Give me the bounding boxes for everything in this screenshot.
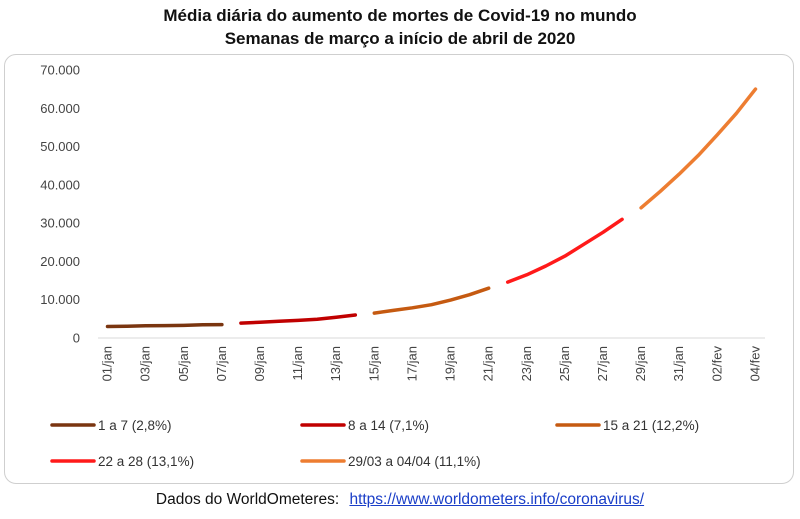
legend-label: 8 a 14 (7,1%) [348,418,429,433]
series-line-5 [639,87,758,210]
legend-label: 29/03 a 04/04 (11,1%) [348,454,481,469]
y-axis: 0 10.000 20.000 30.000 40.000 50.000 60.000 70.… [40,63,80,346]
series-line-3 [372,286,491,315]
x-tick-label: 02/fev [709,346,724,382]
series-group [105,87,758,329]
x-tick-label: 01/jan [100,346,115,381]
y-tick-label: 30.000 [40,216,80,231]
x-tick-label: 25/jan [557,346,572,381]
x-tick-label: 29/jan [633,346,648,381]
legend-label: 1 a 7 (2,8%) [98,418,172,433]
y-tick-label: 0 [73,331,80,346]
y-tick-label: 70.000 [40,63,80,78]
x-tick-label: 13/jan [328,346,343,381]
series-line-2 [239,313,358,325]
source-note: Dados do WorldOmeteres: https://www.worl… [0,491,800,509]
chart-title: Média diária do aumento de mortes de Cov… [163,6,637,25]
x-tick-label: 27/jan [595,346,610,381]
x-tick-label: 05/jan [176,346,191,381]
legend-label: 22 a 28 (13,1%) [98,454,194,469]
x-tick-label: 23/jan [519,346,534,381]
x-tick-label: 17/jan [404,346,419,381]
x-tick-label: 19/jan [443,346,458,381]
source-label: Dados do WorldOmeteres: [155,491,340,508]
y-tick-label: 50.000 [40,139,80,154]
x-tick-label: 07/jan [214,346,229,381]
chart-subtitle: Semanas de março a início de abril de 20… [224,29,576,48]
x-tick-label: 31/jan [671,346,686,381]
y-tick-label: 40.000 [40,177,80,192]
x-tick-label: 04/fev [747,346,762,382]
x-tick-label: 21/jan [481,346,496,381]
source-link[interactable]: https://www.worldometers.info/coronaviru… [349,491,645,508]
x-tick-label: 09/jan [252,346,267,381]
legend: 1 a 7 (2,8%) 8 a 14 (7,1%) 15 a 21 (12,2%)… [50,418,699,469]
y-tick-label: 20.000 [40,254,80,269]
series-line-1 [105,322,224,329]
x-tick-label: 15/jan [366,346,381,381]
series-line-4 [505,217,624,284]
y-tick-label: 60.000 [40,101,80,116]
x-axis: 01/jan 03/jan 05/jan 07/jan 09/jan 11/jan 13/j… [100,346,763,382]
y-tick-label: 10.000 [40,292,80,307]
legend-label: 15 a 21 (12,2%) [603,418,699,433]
x-tick-label: 11/jan [290,346,305,380]
chart-frame [4,54,794,484]
x-tick-label: 03/jan [138,346,153,381]
